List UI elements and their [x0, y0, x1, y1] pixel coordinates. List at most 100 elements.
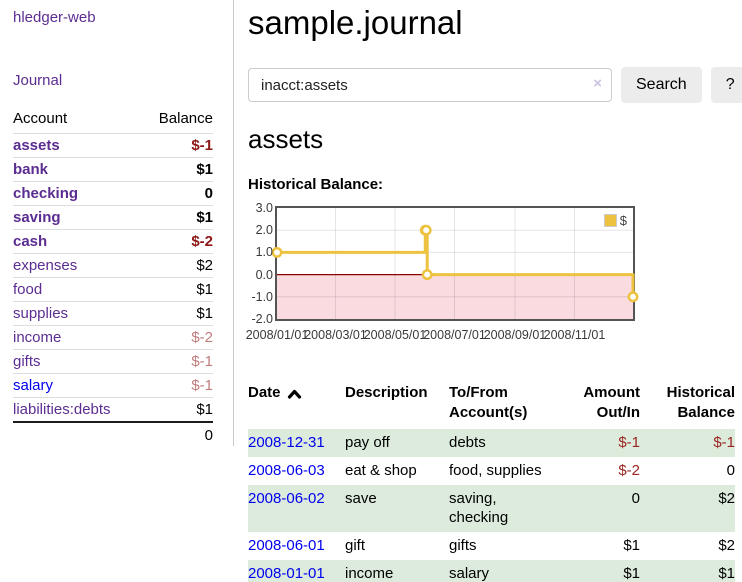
account-link-cash[interactable]: cash	[13, 233, 48, 250]
register-header-accounts: To/From Account(s)	[449, 384, 528, 421]
transaction-balance: $2	[718, 490, 735, 507]
account-row-checking: checking 0	[13, 181, 213, 206]
register-header-description: Description	[345, 384, 428, 401]
transaction-description: income	[345, 565, 394, 582]
account-link-income[interactable]: income	[13, 329, 62, 346]
accounts-header-balance: Balance	[141, 107, 213, 134]
x-axis-tick-label: 2008/01/01	[245, 328, 309, 342]
transaction-accounts: salary	[449, 565, 490, 582]
account-row-bank: bank $1	[13, 157, 213, 182]
search-input[interactable]	[248, 68, 612, 102]
x-axis-tick-label: 2008/03/01	[304, 328, 367, 342]
account-row-expenses: expenses $2	[13, 253, 213, 278]
account-row-saving: saving $1	[13, 205, 213, 230]
account-link-bank[interactable]: bank	[13, 161, 49, 178]
y-axis-tick-label: 1.0	[255, 245, 273, 260]
transaction-date-link[interactable]: 2008-06-03	[248, 462, 325, 479]
x-axis-tick-label: 2008/09/01	[483, 328, 547, 342]
sort-ascending-icon	[287, 389, 301, 399]
transaction-amount: $-1	[618, 434, 640, 451]
transaction-amount: $1	[623, 565, 640, 582]
account-balance: $-2	[141, 229, 213, 254]
transaction-description: pay off	[345, 434, 390, 451]
transaction-amount: $1	[623, 537, 640, 554]
account-row-cash: cash $-2	[13, 229, 213, 254]
account-link-food[interactable]: food	[13, 281, 43, 298]
transaction-balance: $1	[718, 565, 735, 582]
main-content: sample.journal × Search ? assets Histori…	[234, 0, 742, 582]
account-balance: $1	[141, 157, 213, 182]
sidebar-item-journal[interactable]: Journal	[13, 72, 63, 89]
transaction-description: gift	[345, 537, 366, 554]
search-button[interactable]: Search	[621, 67, 702, 103]
account-row-assets: assets $-1	[13, 133, 213, 158]
register-header-amount: Amount Out/In	[583, 384, 640, 421]
transaction-balance: $-1	[713, 434, 735, 451]
account-balance: $1	[141, 277, 213, 302]
account-link-gifts[interactable]: gifts	[13, 353, 41, 370]
register-row: 2008-06-02 save saving, checking 0 $2	[248, 485, 735, 532]
accounts-total-row: 0	[13, 421, 213, 448]
transaction-date-link[interactable]: 2008-06-01	[248, 537, 325, 554]
accounts-table: Account Balance assets $-1 bank $1 check…	[13, 107, 213, 448]
account-balance: 0	[141, 181, 213, 206]
account-row-supplies: supplies $1	[13, 301, 213, 326]
transaction-balance: $2	[718, 537, 735, 554]
transaction-balance: 0	[726, 462, 735, 479]
page-title: sample.journal	[248, 4, 463, 41]
clear-search-icon[interactable]: ×	[593, 75, 602, 92]
app-title-link[interactable]: hledger-web	[13, 9, 96, 26]
account-link-salary[interactable]: salary	[13, 377, 54, 394]
y-axis-tick-label: 0.0	[255, 267, 273, 282]
account-balance: $-1	[141, 133, 213, 158]
transaction-accounts: saving, checking	[449, 490, 509, 526]
register-header-date[interactable]: Date	[248, 381, 345, 429]
search-form: × Search ?	[248, 67, 742, 103]
register-row: 2008-01-01 income salary $1 $1	[248, 560, 735, 582]
chart-legend: $	[601, 212, 629, 229]
account-balance: $1	[141, 397, 213, 423]
sidebar: hledger-web Journal Account Balance asse…	[0, 0, 234, 448]
register-header-balance: Historical Balance	[666, 384, 735, 421]
account-link-expenses[interactable]: expenses	[13, 257, 78, 274]
transaction-accounts: gifts	[449, 537, 477, 554]
account-balance: $2	[141, 253, 213, 278]
account-balance: $-2	[141, 325, 213, 350]
transaction-date-link[interactable]: 2008-12-31	[248, 434, 325, 451]
accounts-total-value: 0	[141, 421, 213, 448]
account-balance: $-1	[141, 349, 213, 374]
y-axis-tick-label: -1.0	[251, 289, 273, 304]
transaction-description: eat & shop	[345, 462, 417, 479]
y-axis-tick-label: -2.0	[251, 312, 273, 326]
transaction-date-link[interactable]: 2008-01-01	[248, 565, 325, 582]
x-axis-tick-label: 2008/11/01	[543, 328, 606, 342]
legend-label: $	[619, 213, 627, 228]
account-row-gifts: gifts $-1	[13, 349, 213, 374]
account-balance: $-1	[141, 373, 213, 398]
x-axis-tick-label: 2008/07/01	[423, 328, 486, 342]
register-table: Date Description To/From Account(s) Amou…	[248, 381, 735, 582]
account-row-income: income $-2	[13, 325, 213, 350]
register-row: 2008-12-31 pay off debts $-1 $-1	[248, 429, 735, 457]
account-link-saving[interactable]: saving	[13, 209, 61, 226]
account-balance: $1	[141, 301, 213, 326]
chart-canvas	[271, 208, 639, 319]
accounts-header-account: Account	[13, 107, 142, 134]
account-link-assets[interactable]: assets	[13, 137, 60, 154]
transaction-accounts: food, supplies	[449, 462, 542, 479]
account-balance: $1	[141, 205, 213, 230]
account-heading: assets	[248, 124, 324, 154]
x-axis-tick-label: 2008/05/01	[363, 328, 427, 342]
historical-balance-chart: $ 3.0 2.0 1.0 0.0 -1.0 -2.0 2008/01/01 2008/03/…	[245, 201, 728, 356]
chart-plot-area: $	[271, 206, 639, 321]
help-button[interactable]: ?	[710, 67, 742, 103]
account-link-checking[interactable]: checking	[13, 185, 79, 202]
account-row-food: food $1	[13, 277, 213, 302]
chart-heading: Historical Balance:	[248, 176, 384, 193]
transaction-description: save	[345, 490, 377, 507]
account-link-liabilities-debts[interactable]: liabilities:debts	[13, 401, 111, 418]
account-link-supplies[interactable]: supplies	[13, 305, 69, 322]
transaction-date-link[interactable]: 2008-06-02	[248, 490, 325, 507]
y-axis-tick-label: 2.0	[255, 223, 273, 238]
